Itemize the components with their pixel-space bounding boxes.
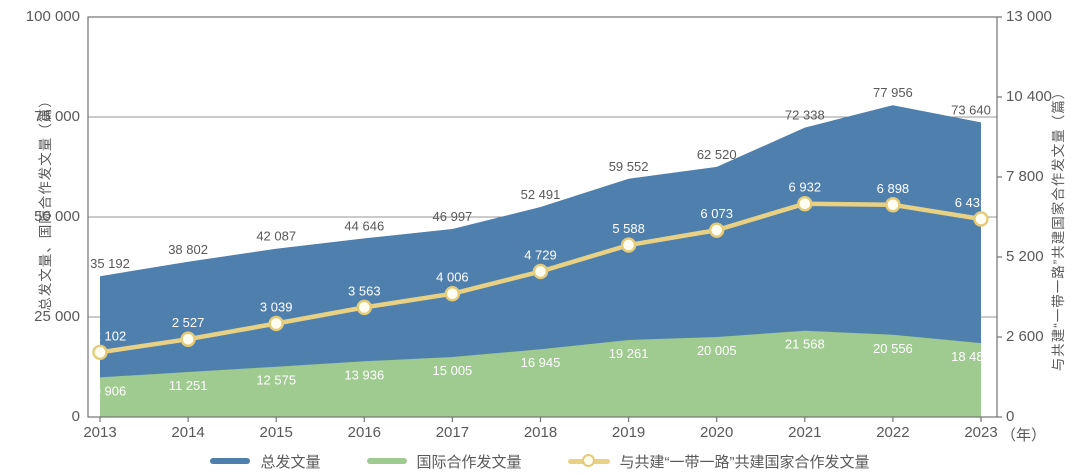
x-tick-2015: 2015 [259,424,293,441]
international-data-label: 9 906 [94,383,127,398]
legend-label-total: 总发文量 [260,453,321,471]
bri-line-marker-swatch-icon [567,454,610,468]
right-tick-5 200: 5 200 [1006,248,1044,265]
plot-border [87,16,998,418]
area-series-1 [100,330,981,417]
right-axis-title: 与共建“一带一路”共建国家合作发文量（篇） [1051,84,1066,372]
total-data-label: 52 491 [521,187,561,202]
left-tick-25 000: 25 000 [34,308,80,325]
bri-data-label: 2 102 [94,328,127,343]
international-data-label: 15 005 [433,363,473,378]
international-data-label: 20 005 [697,343,737,358]
legend-item-total: 总发文量 [210,451,321,472]
bri-data-label: 4 729 [524,247,557,262]
right-tick-0: 0 [1006,408,1015,425]
legend-item-international: 国际合作发文量 [366,451,522,472]
x-tick-2013: 2013 [83,424,117,441]
chart-legend: 总发文量 国际合作发文量 与共建“一带一路”共建国家合作发文量 [0,449,1080,473]
bri-marker-2019 [620,237,637,253]
total-data-label: 46 997 [433,209,473,224]
international-data-label: 16 945 [521,355,561,370]
bri-data-label: 4 006 [436,270,469,285]
bri-marker-2021 [797,196,813,212]
left-tick-100 000: 100 000 [25,8,80,25]
legend-item-bri: 与共建“一带一路”共建国家合作发文量 [567,451,870,472]
x-tick-2021: 2021 [788,424,822,441]
bri-marker-2014 [180,331,196,347]
right-tick-7 800: 7 800 [1006,168,1044,185]
x-tick-2016: 2016 [347,424,381,441]
x-tick-2020: 2020 [700,424,734,441]
total-data-label: 72 338 [785,108,825,123]
bri-data-label: 6 932 [789,180,822,195]
international-data-label: 12 575 [256,373,296,388]
bri-data-label: 3 039 [260,299,293,314]
total-publications-swatch-icon [210,458,251,464]
bri-marker-2016 [356,299,372,316]
bri-marker-2020 [709,222,725,238]
bri-marker-2013 [92,344,108,361]
international-data-label: 19 261 [609,346,649,361]
total-data-label: 42 087 [256,229,296,244]
bri-marker-2022 [885,197,901,213]
right-tick-13 000: 13 000 [1006,8,1052,25]
international-publications-swatch-icon [366,458,407,464]
left-tick-75 000: 75 000 [34,108,80,125]
international-data-label: 11 251 [169,378,208,393]
total-data-label: 59 552 [609,159,649,174]
total-data-label: 62 520 [697,147,737,162]
x-tick-2018: 2018 [523,424,558,441]
bri-data-label: 6 435 [955,195,988,210]
bri-marker-2023 [973,211,989,227]
legend-label-international: 国际合作发文量 [416,453,522,471]
bri-marker-2018 [532,263,549,280]
legend-label-bri: 与共建“一带一路”共建国家合作发文量 [619,453,870,471]
total-data-label: 38 802 [168,242,208,257]
right-tick-2 600: 2 600 [1006,328,1044,345]
total-data-label: 77 956 [873,85,913,100]
total-data-label: 35 192 [90,256,130,271]
international-data-label: 21 568 [785,337,825,352]
total-data-label: 73 640 [951,102,991,117]
x-tick-2014: 2014 [171,424,205,441]
x-axis-unit-label: （年） [1001,427,1047,444]
bri-data-label: 6 073 [700,206,733,221]
left-tick-50 000: 50 000 [34,208,80,225]
bri-marker-2015 [268,315,284,332]
bri-marker-2017 [444,286,461,302]
international-data-label: 18 481 [951,349,991,364]
x-tick-2023: 2023 [964,424,998,441]
x-tick-2022: 2022 [876,424,910,441]
bri-data-label: 3 563 [348,283,381,298]
left-tick-0: 0 [71,408,80,425]
bri-data-label: 6 898 [877,181,910,196]
x-tick-2019: 2019 [611,424,646,441]
international-data-label: 13 936 [344,367,384,382]
right-tick-10 400: 10 400 [1006,88,1052,105]
x-tick-2017: 2017 [435,424,470,441]
total-data-label: 44 646 [344,218,384,233]
bri-data-label: 5 588 [612,221,645,236]
bri-data-label: 2 527 [172,315,205,330]
international-data-label: 20 556 [873,341,913,356]
